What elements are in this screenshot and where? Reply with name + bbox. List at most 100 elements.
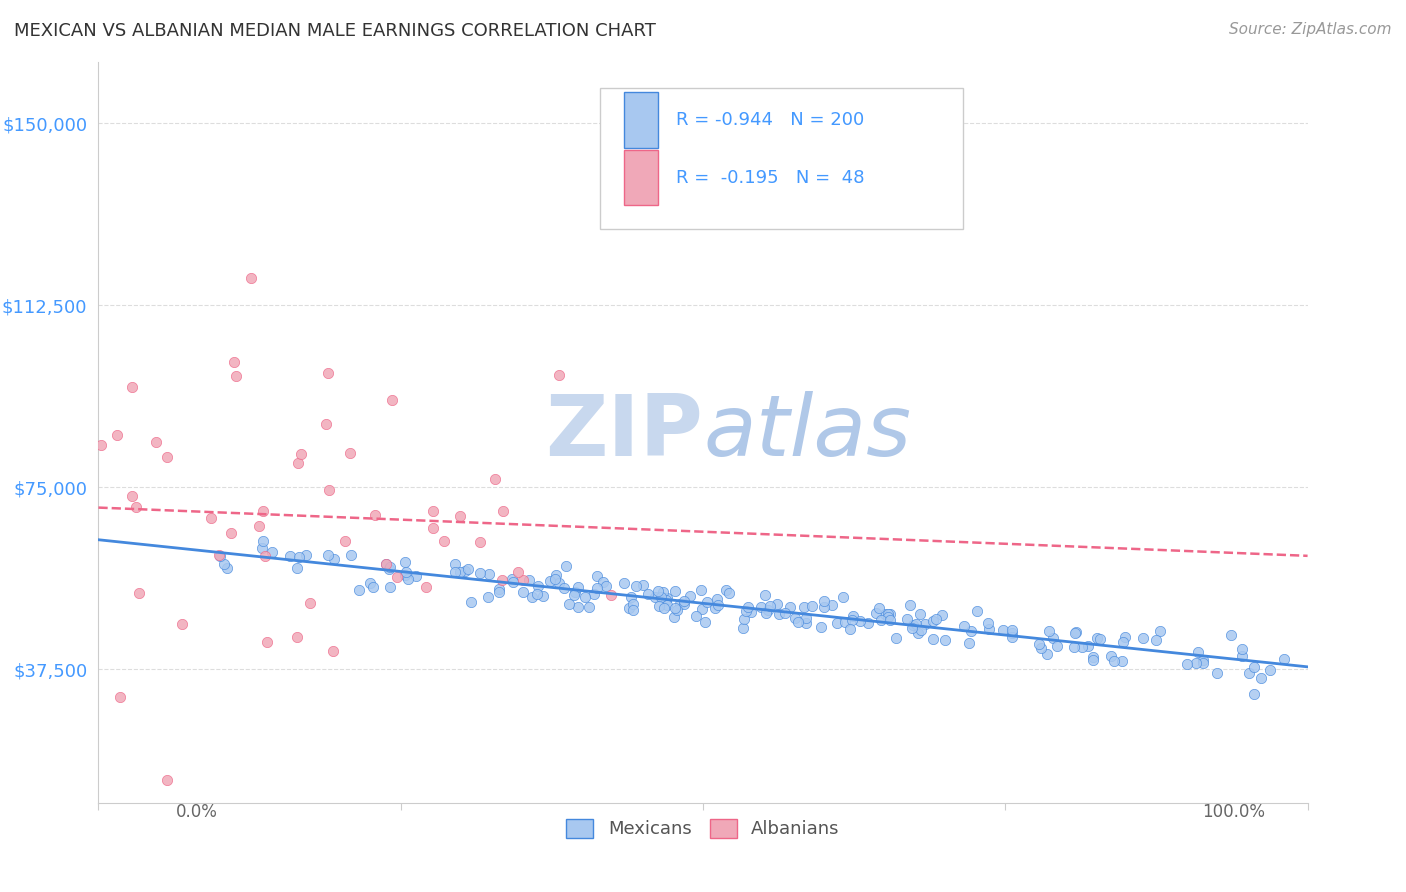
Point bbox=[740, 605, 762, 619]
Point bbox=[145, 434, 167, 449]
Point bbox=[925, 611, 948, 625]
Point bbox=[253, 549, 276, 563]
Point bbox=[512, 585, 534, 599]
Point bbox=[1071, 640, 1094, 654]
Point bbox=[886, 631, 908, 645]
Point bbox=[422, 503, 444, 517]
Point bbox=[1081, 653, 1104, 667]
Point bbox=[599, 588, 621, 602]
Point bbox=[491, 573, 513, 587]
Point bbox=[921, 614, 943, 628]
Point bbox=[457, 562, 479, 576]
Point bbox=[1232, 641, 1254, 656]
Point bbox=[156, 772, 179, 787]
Point bbox=[108, 690, 131, 704]
Point bbox=[879, 607, 901, 622]
Point bbox=[444, 566, 467, 580]
Point bbox=[121, 489, 143, 503]
Point bbox=[488, 582, 510, 596]
Point bbox=[655, 599, 678, 613]
Point bbox=[647, 583, 669, 598]
Point bbox=[907, 626, 929, 640]
Point bbox=[212, 558, 235, 572]
Point bbox=[904, 616, 927, 631]
Point bbox=[896, 612, 918, 626]
Point bbox=[620, 590, 643, 604]
Point bbox=[754, 606, 776, 620]
Point bbox=[1239, 666, 1261, 681]
Point bbox=[595, 579, 617, 593]
Point bbox=[544, 572, 567, 586]
Point bbox=[444, 557, 467, 571]
Point bbox=[898, 598, 921, 612]
Point bbox=[363, 580, 385, 594]
Point bbox=[756, 603, 779, 617]
Point bbox=[125, 500, 148, 514]
Point bbox=[631, 577, 654, 591]
Point bbox=[734, 612, 756, 626]
Point bbox=[1220, 628, 1243, 642]
Point bbox=[484, 471, 506, 485]
Point bbox=[592, 575, 614, 590]
Point bbox=[449, 509, 471, 524]
Point bbox=[538, 574, 561, 589]
Point bbox=[718, 586, 741, 600]
Point bbox=[247, 519, 270, 533]
Point bbox=[953, 619, 976, 633]
Point bbox=[209, 549, 232, 563]
Point bbox=[567, 599, 589, 614]
Point bbox=[215, 561, 238, 575]
Point bbox=[1144, 632, 1167, 647]
Point bbox=[1258, 663, 1281, 677]
Point bbox=[208, 548, 231, 562]
Point bbox=[278, 549, 301, 563]
Point bbox=[637, 587, 659, 601]
Point bbox=[623, 597, 645, 611]
Point bbox=[714, 582, 737, 597]
Point bbox=[1175, 657, 1198, 671]
Point bbox=[648, 599, 671, 614]
Point bbox=[546, 567, 568, 582]
Legend: Mexicans, Albanians: Mexicans, Albanians bbox=[560, 812, 846, 846]
Point bbox=[685, 608, 707, 623]
Point bbox=[794, 611, 817, 625]
Point bbox=[1192, 657, 1215, 671]
Point bbox=[876, 607, 898, 621]
Point bbox=[735, 604, 758, 618]
Point bbox=[856, 616, 879, 631]
Point bbox=[1243, 687, 1265, 701]
Point bbox=[766, 597, 789, 611]
Point bbox=[879, 613, 901, 627]
Point bbox=[562, 588, 585, 602]
Point bbox=[834, 615, 856, 630]
Point bbox=[783, 611, 806, 625]
Point bbox=[934, 633, 956, 648]
Point bbox=[1185, 656, 1208, 670]
Point bbox=[508, 565, 530, 579]
Point bbox=[250, 541, 273, 555]
Point bbox=[454, 564, 477, 578]
FancyBboxPatch shape bbox=[600, 88, 963, 229]
Point bbox=[1035, 647, 1057, 661]
Point bbox=[655, 591, 678, 605]
Point bbox=[333, 534, 356, 549]
Point bbox=[90, 437, 112, 451]
Point bbox=[394, 567, 416, 582]
Point bbox=[567, 581, 589, 595]
Point bbox=[1114, 630, 1136, 644]
Point bbox=[501, 572, 523, 586]
Point bbox=[548, 576, 571, 591]
Point bbox=[285, 561, 308, 575]
Point bbox=[519, 573, 541, 587]
Point bbox=[801, 599, 824, 614]
Point bbox=[665, 603, 688, 617]
Point bbox=[1028, 637, 1050, 651]
Point bbox=[200, 511, 222, 525]
Point bbox=[873, 607, 896, 621]
Point bbox=[363, 508, 385, 523]
Point bbox=[531, 589, 554, 603]
Point bbox=[1111, 654, 1133, 668]
Point bbox=[751, 599, 773, 614]
Point bbox=[316, 366, 339, 380]
Point bbox=[449, 565, 471, 579]
